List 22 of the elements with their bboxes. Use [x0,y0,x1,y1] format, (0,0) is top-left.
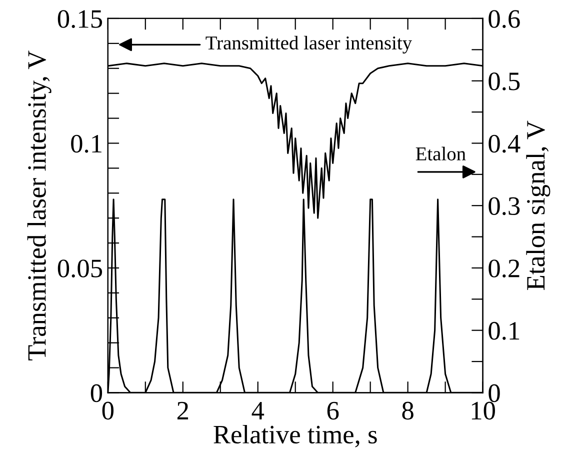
annotation: Etalon [416,146,466,160]
y2-tick-label: 0 [488,384,500,402]
annotation: Transmitted laser intensity [206,36,412,54]
x-tick-label: 8 [402,402,414,420]
y2-axis-title: Etalon signal, V [526,120,550,290]
y2-tick-label: 0.6 [488,10,520,28]
x-tick-label: 0 [102,402,114,420]
y2-tick-label: 0.2 [488,260,520,278]
x-tick-label: 4 [252,402,264,420]
x-tick-label: 6 [327,402,339,420]
y-tick-label: 0.1 [71,134,102,153]
y-tick-label: 0 [90,384,102,402]
y2-tick-label: 0.1 [488,322,520,340]
y2-tick-label: 0.5 [488,72,520,90]
y-tick-label: 0.15 [58,10,102,28]
x-tick-label: 2 [177,402,188,420]
y2-tick-label: 0.4 [488,134,520,153]
y-tick-label: 0.05 [58,260,102,278]
y-axis-title: Transmitted laser intensity, V [27,50,52,360]
y2-tick-label: 0.3 [488,197,520,216]
x-tick-label: 10 [472,402,495,420]
x-axis-title: Relative time, s [214,424,377,448]
